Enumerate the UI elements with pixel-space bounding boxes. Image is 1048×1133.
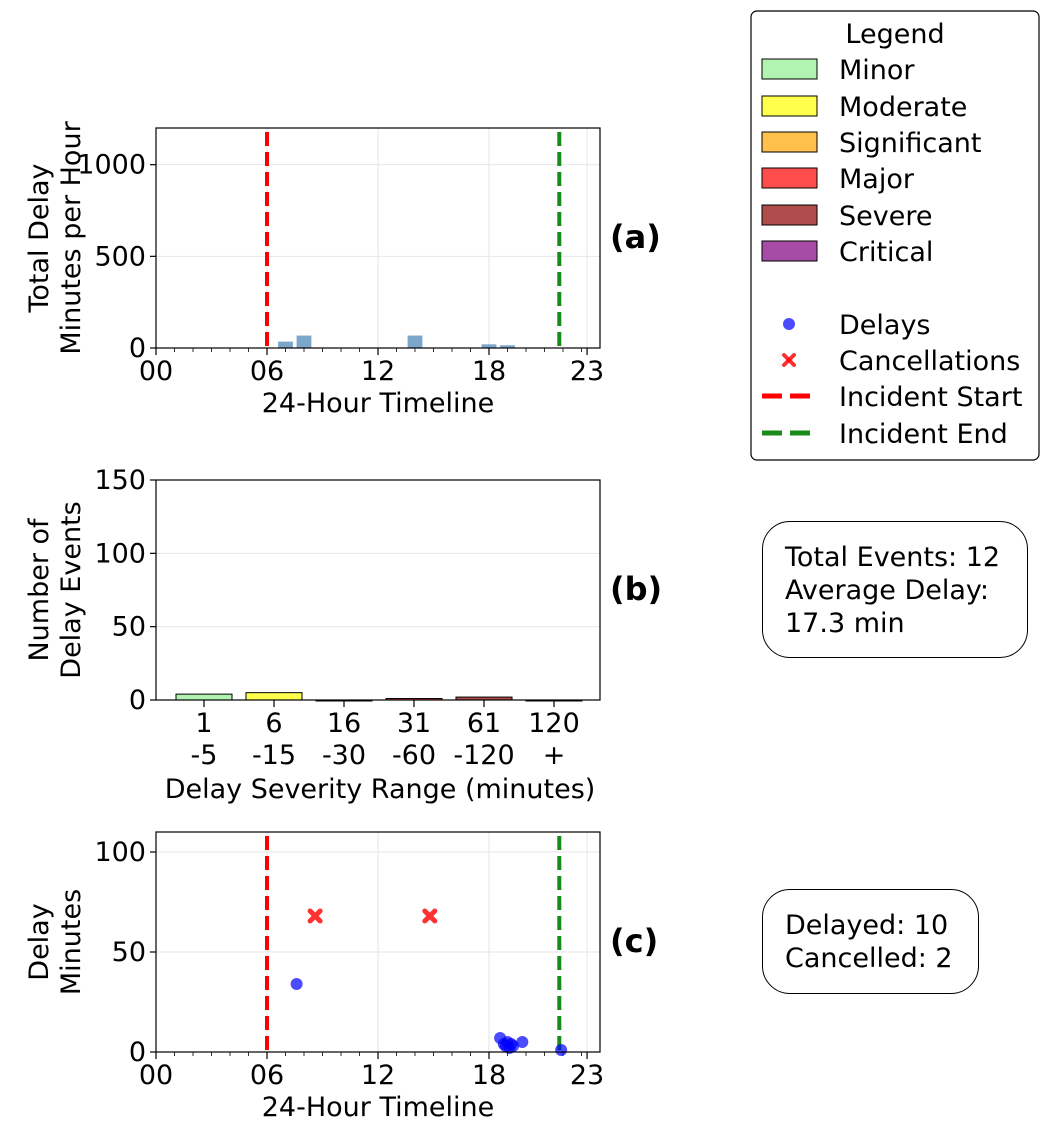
legend-label-incident-start: Incident Start <box>839 382 1022 413</box>
c-xtick-label-4: 23 <box>570 1060 604 1091</box>
c-xlabel: 24-Hour Timeline <box>262 1092 495 1123</box>
c-panel-label: (c) <box>610 922 658 960</box>
a-bar-hour-14 <box>407 335 423 348</box>
a-xtick-label-3: 18 <box>472 356 506 387</box>
b-xlabel: Delay Severity Range (minutes) <box>165 774 596 805</box>
legend-label-incident-end: Incident End <box>839 419 1008 450</box>
c-xtick-label-1: 06 <box>250 1060 284 1091</box>
c-ytick-label-2: 100 <box>94 837 146 868</box>
c-xtick-label-3: 18 <box>472 1060 506 1091</box>
legend-swatch-delays <box>783 318 795 330</box>
legend-swatch-minor <box>761 58 818 80</box>
b-ylabel-1: Delay Events <box>56 501 87 678</box>
b-xtick-label-top-4: 61 <box>467 708 501 739</box>
status-box: Delayed: 10 Cancelled: 2 <box>762 889 979 994</box>
a-bar-hour-18 <box>481 344 497 348</box>
c-ytick-label-0: 0 <box>129 1037 146 1068</box>
summary-average-delay-value: 17.3 min <box>785 608 905 639</box>
c-frame <box>155 831 601 1053</box>
a-ylabel-0: Total Delay <box>24 163 55 313</box>
c-cancellation-marker-1 <box>422 908 438 924</box>
legend-label-significant: Significant <box>839 128 982 159</box>
b-bar-0 <box>175 693 233 701</box>
c-xtick-label-2: 12 <box>361 1060 395 1091</box>
c-delay-point-8 <box>516 1036 529 1048</box>
b-xtick-label-bottom-0: -5 <box>191 740 218 771</box>
a-ytick-label-0: 0 <box>129 333 146 364</box>
b-ytick-label-3: 150 <box>94 465 146 496</box>
legend-swatch-significant <box>761 131 818 153</box>
legend: Legend Minor Moderate Significant Major Sever… <box>750 10 1040 461</box>
b-ytick-label-0: 0 <box>129 685 146 716</box>
legend-swatch-severe <box>761 204 818 226</box>
c-cancellation-marker-0 <box>307 908 323 924</box>
b-xtick-label-bottom-5: + <box>543 740 566 771</box>
legend-label-major: Major <box>839 164 915 195</box>
c-delay-point-9 <box>555 1044 568 1056</box>
legend-swatch-critical <box>761 240 818 262</box>
legend-label-moderate: Moderate <box>839 92 967 123</box>
c-cancellation-stroke <box>307 908 323 924</box>
a-panel-label: (a) <box>610 218 661 256</box>
b-ytick-label-2: 100 <box>94 538 146 569</box>
a-bar-hour-7 <box>278 341 293 348</box>
c-cancellation-stroke <box>422 908 438 924</box>
legend-swatch-cancellations <box>782 353 796 367</box>
legend-swatch-major <box>761 167 818 189</box>
b-xtick-label-top-1: 6 <box>265 708 282 739</box>
a-frame <box>155 127 601 349</box>
b-xtick-label-top-0: 1 <box>195 708 212 739</box>
b-panel-label: (b) <box>610 570 662 608</box>
c-xtick-label-0: 00 <box>139 1060 173 1091</box>
b-xtick-label-bottom-1: -15 <box>252 740 296 771</box>
a-ylabel-1: Minutes per Hour <box>56 120 87 354</box>
legend-frame <box>750 10 1040 461</box>
c-ylabel-1: Minutes <box>56 889 87 995</box>
b-xtick-label-top-2: 16 <box>327 708 361 739</box>
summary-box: Total Events: 12 Average Delay: 17.3 min <box>762 521 1028 658</box>
a-xlabel: 24-Hour Timeline <box>262 388 495 419</box>
c-ytick-label-1: 50 <box>112 937 146 968</box>
a-xtick-label-1: 06 <box>250 356 284 387</box>
a-xtick-label-4: 23 <box>570 356 604 387</box>
a-bar-hour-8 <box>296 335 312 348</box>
b-xtick-label-bottom-3: -60 <box>392 740 436 771</box>
legend-label-delays: Delays <box>839 310 931 341</box>
legend-title: Legend <box>845 19 944 50</box>
status-cancelled: Cancelled: 2 <box>785 943 953 974</box>
b-frame <box>155 479 601 701</box>
b-xtick-label-bottom-2: -30 <box>322 740 366 771</box>
b-xtick-label-bottom-4: -120 <box>453 740 514 771</box>
legend-label-cancellations: Cancellations <box>839 346 1020 377</box>
b-xtick-label-top-3: 31 <box>397 708 431 739</box>
c-delay-point-7 <box>507 1040 520 1052</box>
a-ytick-label-2: 1000 <box>77 150 146 181</box>
a-bar-hour-19 <box>500 345 515 348</box>
legend-label-minor: Minor <box>839 55 915 86</box>
b-ytick-label-1: 50 <box>112 612 146 643</box>
a-ytick-label-1: 500 <box>94 241 146 272</box>
c-ylabel-0: Delay <box>24 903 55 980</box>
legend-label-critical: Critical <box>839 237 933 268</box>
b-bar-1 <box>245 692 303 701</box>
b-xtick-label-top-5: 120 <box>528 708 580 739</box>
c-delay-point-0 <box>290 978 303 990</box>
legend-label-severe: Severe <box>839 201 932 232</box>
legend-swatch-moderate <box>761 95 818 117</box>
summary-average-delay-label: Average Delay: <box>785 575 990 606</box>
a-xtick-label-0: 00 <box>139 356 173 387</box>
b-ylabel-0: Number of <box>24 517 55 662</box>
status-delayed: Delayed: 10 <box>785 910 949 941</box>
summary-total-events: Total Events: 12 <box>785 542 1001 573</box>
a-xtick-label-2: 12 <box>361 356 395 387</box>
